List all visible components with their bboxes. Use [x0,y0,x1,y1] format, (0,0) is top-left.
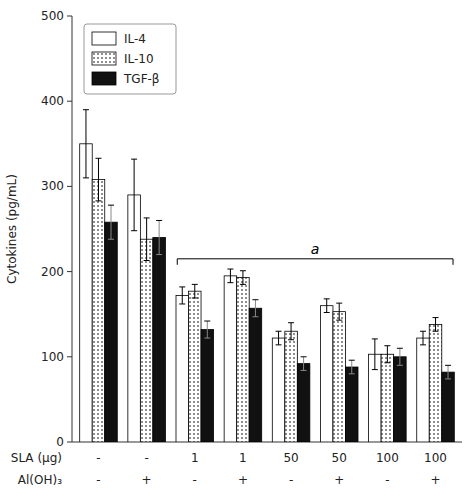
error-bar [276,331,282,345]
y-tick [67,16,72,17]
y-tick [67,101,72,102]
error-bar [433,318,439,332]
error-bar [445,365,451,379]
error-bar [349,360,355,374]
x-tick-label: 100 [376,451,399,465]
bar [381,354,394,442]
legend-frame [84,24,176,94]
x-tick-label: 1 [239,451,247,465]
error-bar [336,303,342,320]
error-bar [192,284,198,298]
bar [333,312,346,442]
error-bar [288,323,294,340]
bar [176,295,189,442]
error-bar [384,346,390,363]
bar [285,331,298,442]
significance-bracket [177,259,453,265]
bar [80,144,93,442]
y-tick [67,356,72,357]
x-tick-label: - [193,473,197,487]
x-tick-label: - [96,473,100,487]
legend: IL-4 IL-10 TGF-β [84,24,176,94]
y-tick-label: 100 [41,350,64,364]
x-tick-label: + [238,473,248,487]
error-bar [95,158,101,201]
y-tick-label: 200 [41,265,64,279]
bar [153,238,166,442]
error-bar [301,357,307,371]
x-tick-label: + [142,473,152,487]
bar [140,239,153,442]
y-axis-label: Cytokines (pg/mL) [5,174,19,284]
y-tick [67,442,72,443]
bar [249,308,262,442]
bar [320,306,333,442]
x-tick-label: - [144,451,148,465]
x-tick-label: - [289,473,293,487]
error-bar [227,269,233,283]
bar [224,276,237,442]
annotation: a [311,241,320,257]
bar [297,364,310,442]
error-bar [131,159,137,231]
bars [80,110,455,442]
error-bar [324,299,330,313]
bar [272,338,285,442]
row-label: Al(OH)₃ [18,473,62,487]
error-bar [144,218,150,261]
bar [128,195,141,442]
error-bar [372,339,378,370]
x-tick-label: - [96,451,100,465]
legend-swatch [92,72,116,85]
y-tick-label: 0 [56,435,64,449]
chart: 0 100 200 300 400 500 Cytokines (pg/mL) a - - 1 1 50… [0,0,474,504]
x-tick-label: 50 [283,451,298,465]
x-tick-label: + [430,473,440,487]
y-axis-line [72,16,73,442]
y-tick [67,271,72,272]
legend-swatch [92,32,116,45]
error-bar [179,287,185,304]
y-tick-label: 400 [41,94,64,108]
x-tick-label: - [385,473,389,487]
x-tick-label: + [334,473,344,487]
y-tick-label: 300 [41,179,64,193]
bar [201,330,214,442]
x-tick-label: 1 [191,451,199,465]
bar [442,372,455,442]
x-tick-label: 50 [332,451,347,465]
y-axis: 0 100 200 300 400 500 [41,9,72,449]
error-bar [397,348,403,365]
legend-label: IL-10 [124,52,154,66]
error-bar [252,300,258,317]
error-bar [420,331,426,345]
bar [429,324,442,442]
bar [92,180,105,442]
error-bar [108,205,114,239]
row-label: SLA (μg) [11,451,62,465]
y-tick-label: 500 [41,9,64,23]
bar [417,338,430,442]
y-tick [67,186,72,187]
bar [105,222,118,442]
legend-label: TGF-β [123,72,160,86]
error-bar [240,271,246,285]
legend-swatch [92,52,116,65]
bar [189,291,202,442]
x-tick-label: 100 [424,451,447,465]
bar [345,367,358,442]
legend-label: IL-4 [124,32,146,46]
error-bar [156,220,162,254]
bar [394,357,407,442]
error-bar [83,110,89,178]
bar [237,278,250,442]
error-bar [204,321,210,338]
